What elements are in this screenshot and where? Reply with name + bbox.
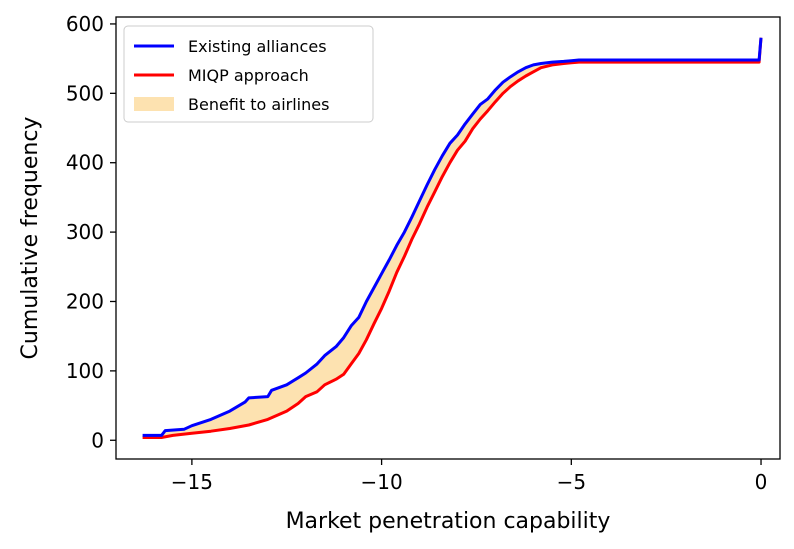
y-tick-label: 400 (66, 151, 104, 175)
series-layer (142, 37, 763, 439)
legend-label: Existing alliances (188, 37, 327, 56)
x-tick-label: −10 (360, 470, 402, 494)
axes-layer: −15 −10 −5 0 0 100 200 300 400 500 600 (66, 12, 781, 494)
legend-box (123, 25, 374, 123)
legend-label: MIQP approach (188, 66, 309, 85)
series-line-miqp-approach (142, 37, 763, 439)
y-tick-label: 200 (66, 289, 104, 313)
y-tick-label: 600 (66, 12, 104, 36)
y-tick-label: 500 (66, 81, 104, 105)
y-axis-title: Cumulative frequency (18, 117, 43, 360)
x-axis-title: Market penetration capability (286, 509, 611, 534)
x-tick-label: −5 (557, 470, 586, 494)
legend: Existing alliances MIQP approach Benefit t… (123, 25, 374, 123)
legend-label: Benefit to airlines (188, 95, 329, 114)
y-tick-label: 300 (66, 220, 104, 244)
plot-frame (115, 16, 781, 460)
series-line-existing-alliances (142, 37, 763, 437)
y-tick-label: 100 (66, 359, 104, 383)
axis-titles: Market penetration capability Cumulative… (18, 117, 610, 534)
x-tick-label: 0 (755, 470, 768, 494)
x-tick-label: −15 (171, 470, 213, 494)
y-tick-label: 0 (91, 428, 104, 452)
legend-swatch-benefit-to-airlines (134, 97, 174, 111)
